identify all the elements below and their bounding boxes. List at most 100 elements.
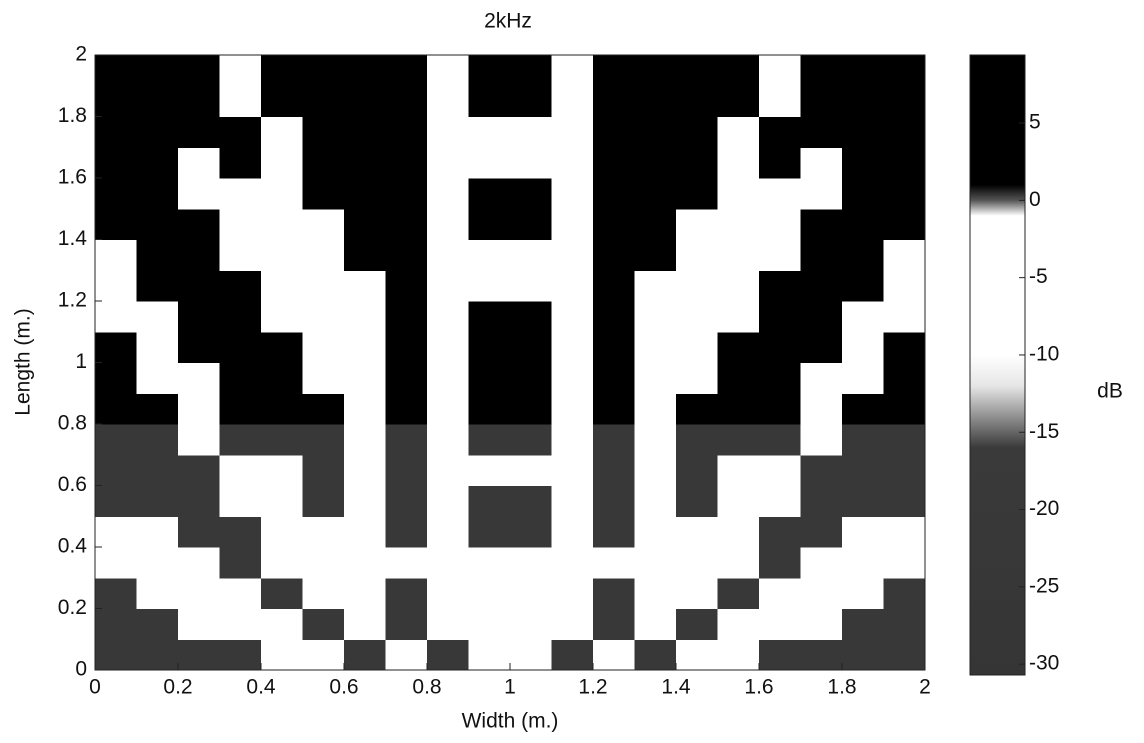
heatmap-cell [717,577,760,609]
heatmap-cell [261,239,303,271]
heatmap-cell [427,485,469,517]
heatmap-cell [842,362,884,394]
heatmap-cell [593,516,635,548]
heatmap-cell [136,454,179,486]
heatmap-cell [468,178,511,210]
heatmap-cell [717,147,760,179]
heatmap-cell [717,608,760,640]
heatmap-cell [261,516,303,548]
heatmap-cell [261,208,303,240]
heatmap-cell [510,424,552,456]
heatmap-cell [344,608,386,640]
heatmap-cell [468,116,511,148]
colorbar-tick-label: -25 [1029,574,1059,597]
heatmap-cell [468,639,511,671]
heatmap-cell [510,147,552,179]
heatmap-cell [593,362,635,394]
heatmap-cell [634,85,677,117]
heatmap-cell [883,516,926,548]
heatmap-cell [385,331,428,363]
heatmap-cell [551,547,594,579]
heatmap-cell [344,424,386,456]
y-axis-label: Length (m.) [12,308,35,415]
heatmap-cell [551,208,594,240]
heatmap-cell [842,331,884,363]
heatmap-cell [427,116,469,148]
heatmap-cell [593,270,635,302]
heatmap-cell [593,85,635,117]
heatmap-cell [510,577,552,609]
heatmap-cell [385,301,428,333]
x-tick-label: 2 [919,676,931,699]
heatmap-cell [676,301,718,333]
heatmap-cell [178,85,220,117]
heatmap-cell [717,393,760,425]
heatmap-cell [759,362,801,394]
heatmap-cell [302,362,345,394]
heatmap-cell [800,547,843,579]
heatmap-cell [385,424,428,456]
heatmap-cell [510,239,552,271]
heatmap-cell [593,485,635,517]
heatmap-cell [178,424,220,456]
heatmap-cell [717,454,760,486]
heatmap-cell [219,270,262,302]
heatmap-cell [800,393,843,425]
heatmap-cell [634,516,677,548]
heatmap-cell [468,393,511,425]
heatmap-cell [302,85,345,117]
heatmap-cell [344,208,386,240]
heatmap-cell [219,577,262,609]
heatmap-cell [219,516,262,548]
heatmap-cell [717,239,760,271]
heatmap-cell [510,393,552,425]
heatmap-cell [883,270,926,302]
heatmap-cell [593,208,635,240]
y-tick-label: 0.4 [58,535,88,558]
heatmap-cell [510,85,552,117]
heatmap-cell [136,639,179,671]
heatmap-cell [634,577,677,609]
heatmap-cell [717,516,760,548]
heatmap-cell [676,639,718,671]
heatmap-cell [95,147,137,179]
heatmap-cell [800,577,843,609]
heatmap-cell [759,608,801,640]
heatmap-cell [883,362,926,394]
heatmap-cell [178,362,220,394]
heatmap-cell [759,331,801,363]
heatmap-cell [95,85,137,117]
heatmap-cell [800,116,843,148]
heatmap-cell [178,608,220,640]
heatmap-cell [510,178,552,210]
heatmap-cell [800,485,843,517]
y-tick-label: 1.6 [58,166,87,189]
heatmap-cell [302,116,345,148]
heatmap-cell [385,85,428,117]
heatmap-cell [800,424,843,456]
heatmap-cell [302,301,345,333]
heatmap-cell [261,608,303,640]
heatmap-cell [551,239,594,271]
heatmap-cell [344,547,386,579]
heatmap-cell [468,270,511,302]
heatmap-cell [427,608,469,640]
heatmap-cell [178,485,220,517]
heatmap-cell [344,239,386,271]
heatmap-cell [634,547,677,579]
heatmap-cell [717,116,760,148]
heatmap-cell [634,178,677,210]
heatmap-cell [551,485,594,517]
heatmap-cell [842,485,884,517]
heatmap-cell [717,639,760,671]
heatmap-cell [219,393,262,425]
heatmap-cell [510,301,552,333]
heatmap-cell [759,55,801,87]
heatmap-cell [800,362,843,394]
heatmap-cell [510,639,552,671]
heatmap-cell [95,393,137,425]
heatmap-cell [344,639,386,671]
heatmap-cell [219,239,262,271]
heatmap-cell [302,208,345,240]
colorbar-tick-label: -15 [1029,420,1059,443]
